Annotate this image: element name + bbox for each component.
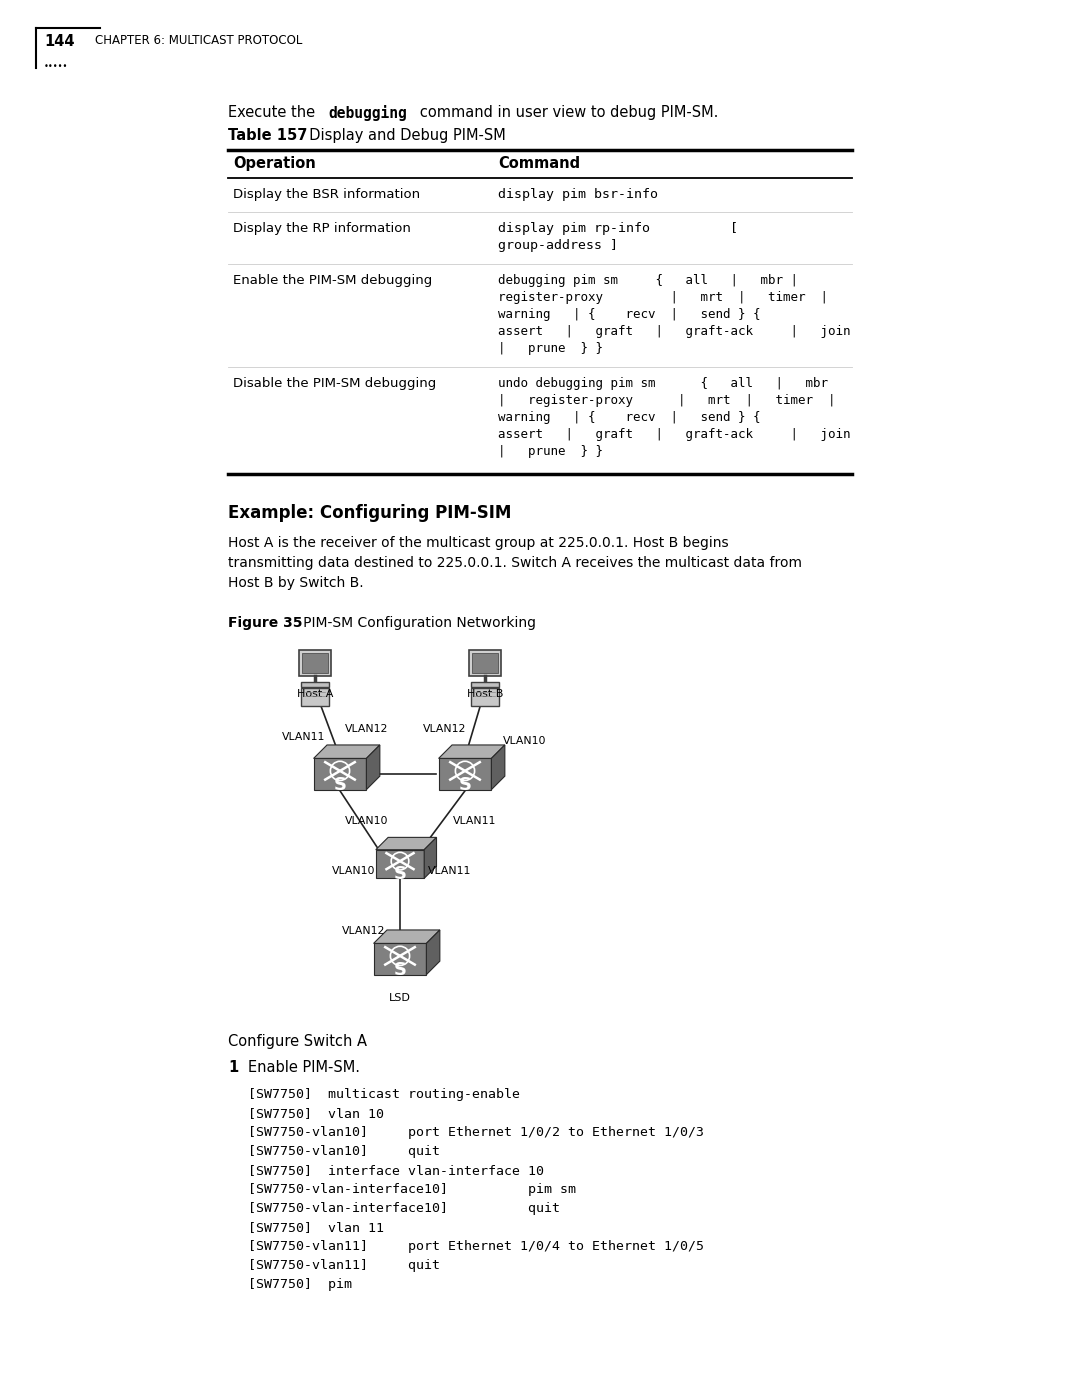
Text: VLAN11: VLAN11	[282, 732, 325, 742]
Text: [SW7750-vlan10]     port Ethernet 1/0/2 to Ethernet 1/0/3: [SW7750-vlan10] port Ethernet 1/0/2 to E…	[248, 1126, 704, 1139]
Text: [SW7750]  vlan 11: [SW7750] vlan 11	[248, 1221, 384, 1234]
Text: warning   | {    recv  |   send } {: warning | { recv | send } {	[498, 307, 760, 321]
Text: command in user view to debug PIM-SM.: command in user view to debug PIM-SM.	[406, 105, 718, 120]
Text: assert   |   graft   |   graft-ack     |   join: assert | graft | graft-ack | join	[498, 326, 851, 338]
Text: assert   |   graft   |   graft-ack     |   join: assert | graft | graft-ack | join	[498, 427, 851, 441]
Text: transmitting data destined to 225.0.0.1. Switch A receives the multicast data fr: transmitting data destined to 225.0.0.1.…	[228, 556, 802, 570]
Text: Enable the PIM-SM debugging: Enable the PIM-SM debugging	[233, 274, 432, 286]
Text: |   prune  } }: | prune } }	[498, 446, 603, 458]
Text: VLAN11: VLAN11	[428, 866, 471, 876]
FancyBboxPatch shape	[471, 682, 499, 687]
Polygon shape	[376, 837, 436, 849]
Polygon shape	[438, 745, 504, 759]
Text: Operation: Operation	[233, 156, 315, 170]
Text: 144: 144	[44, 34, 75, 49]
Text: VLAN12: VLAN12	[342, 926, 386, 936]
Text: S: S	[393, 865, 406, 883]
Polygon shape	[374, 943, 427, 975]
Text: Host B by Switch B.: Host B by Switch B.	[228, 576, 364, 590]
Text: group-address ]: group-address ]	[498, 239, 618, 251]
Text: Figure 35: Figure 35	[228, 616, 302, 630]
Text: [SW7750-vlan-interface10]          quit: [SW7750-vlan-interface10] quit	[248, 1201, 561, 1215]
Text: VLAN10: VLAN10	[332, 866, 376, 876]
Text: Command: Command	[498, 156, 580, 170]
Polygon shape	[491, 745, 504, 789]
Text: Host A: Host A	[297, 689, 334, 698]
FancyBboxPatch shape	[472, 652, 498, 673]
Text: Execute the: Execute the	[228, 105, 320, 120]
Text: [SW7750]  vlan 10: [SW7750] vlan 10	[248, 1106, 384, 1120]
Text: |   prune  } }: | prune } }	[498, 342, 603, 355]
Text: S: S	[459, 775, 472, 793]
FancyBboxPatch shape	[301, 687, 329, 705]
Text: Configure Switch A: Configure Switch A	[228, 1034, 367, 1049]
Text: CHAPTER 6: MULTICAST PROTOCOL: CHAPTER 6: MULTICAST PROTOCOL	[95, 34, 302, 47]
Polygon shape	[376, 849, 424, 879]
Text: display pim bsr-info: display pim bsr-info	[498, 189, 658, 201]
Text: Host B: Host B	[467, 689, 503, 698]
Text: VLAN12: VLAN12	[423, 724, 467, 733]
Text: Example: Configuring PIM-SIM: Example: Configuring PIM-SIM	[228, 504, 511, 522]
Text: LSD: LSD	[389, 993, 410, 1003]
Polygon shape	[366, 745, 380, 789]
Polygon shape	[313, 745, 380, 759]
Text: [SW7750-vlan-interface10]          pim sm: [SW7750-vlan-interface10] pim sm	[248, 1183, 576, 1196]
Polygon shape	[424, 837, 436, 879]
Text: Display the BSR information: Display the BSR information	[233, 189, 420, 201]
FancyBboxPatch shape	[302, 652, 328, 673]
Text: register-proxy         |   mrt  |   timer  |: register-proxy | mrt | timer |	[498, 291, 828, 305]
Text: [SW7750-vlan11]     port Ethernet 1/0/4 to Ethernet 1/0/5: [SW7750-vlan11] port Ethernet 1/0/4 to E…	[248, 1241, 704, 1253]
Text: VLAN11: VLAN11	[453, 816, 497, 826]
Text: Disable the PIM-SM debugging: Disable the PIM-SM debugging	[233, 377, 436, 390]
Text: Enable PIM-SM.: Enable PIM-SM.	[248, 1060, 360, 1076]
Polygon shape	[438, 759, 491, 789]
Text: [SW7750-vlan11]     quit: [SW7750-vlan11] quit	[248, 1259, 440, 1273]
Text: debugging pim sm     {   all   |   mbr |: debugging pim sm { all | mbr |	[498, 274, 798, 286]
Text: VLAN12: VLAN12	[345, 724, 389, 733]
Text: |   register-proxy      |   mrt  |   timer  |: | register-proxy | mrt | timer |	[498, 394, 836, 407]
FancyBboxPatch shape	[471, 687, 499, 705]
Text: [SW7750]  interface vlan-interface 10: [SW7750] interface vlan-interface 10	[248, 1164, 544, 1178]
Text: S: S	[334, 775, 347, 793]
Text: Table 157: Table 157	[228, 129, 308, 142]
Polygon shape	[313, 759, 366, 789]
Polygon shape	[374, 930, 440, 943]
Text: display pim rp-info          [: display pim rp-info [	[498, 222, 738, 235]
FancyBboxPatch shape	[301, 682, 329, 687]
Polygon shape	[427, 930, 440, 975]
Text: VLAN10: VLAN10	[503, 736, 546, 746]
Text: Host A is the receiver of the multicast group at 225.0.0.1. Host B begins: Host A is the receiver of the multicast …	[228, 536, 729, 550]
Text: 1: 1	[228, 1060, 239, 1076]
FancyBboxPatch shape	[299, 650, 330, 676]
Text: PIM-SM Configuration Networking: PIM-SM Configuration Networking	[291, 616, 536, 630]
Text: Display the RP information: Display the RP information	[233, 222, 410, 235]
FancyBboxPatch shape	[469, 650, 501, 676]
Text: debugging: debugging	[328, 105, 407, 122]
Text: [SW7750]  pim: [SW7750] pim	[248, 1278, 352, 1291]
Text: S: S	[393, 961, 406, 979]
Text: VLAN10: VLAN10	[345, 816, 389, 826]
Text: undo debugging pim sm      {   all   |   mbr: undo debugging pim sm { all | mbr	[498, 377, 828, 390]
Text: Display and Debug PIM-SM: Display and Debug PIM-SM	[300, 129, 505, 142]
Text: •••••: •••••	[44, 61, 68, 71]
Text: [SW7750]  multicast routing-enable: [SW7750] multicast routing-enable	[248, 1088, 519, 1101]
Text: [SW7750-vlan10]     quit: [SW7750-vlan10] quit	[248, 1146, 440, 1158]
Text: warning   | {    recv  |   send } {: warning | { recv | send } {	[498, 411, 760, 425]
